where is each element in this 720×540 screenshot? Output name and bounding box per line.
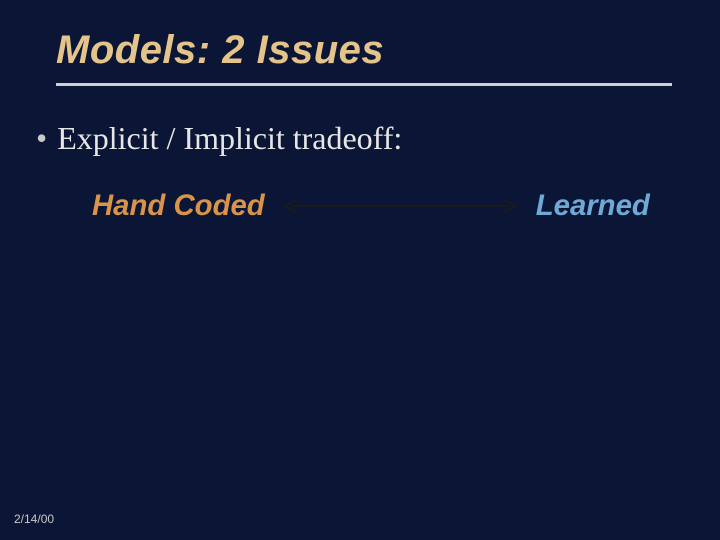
double-arrow-svg [283,197,518,215]
slide-title: Models: 2 Issues [56,28,672,73]
spectrum-right-label: Learned [536,189,650,223]
title-underline [56,83,672,86]
bullet-marker: • [36,120,47,157]
slide: Models: 2 Issues • Explicit / Implicit t… [0,0,720,540]
double-arrow-icon [283,197,518,215]
bullet-item: • Explicit / Implicit tradeoff: [56,120,672,157]
footer-date: 2/14/00 [14,512,54,526]
spectrum-row: Hand Coded Learned [56,189,672,223]
bullet-text: Explicit / Implicit tradeoff: [57,120,402,157]
spectrum-left-label: Hand Coded [92,189,265,223]
